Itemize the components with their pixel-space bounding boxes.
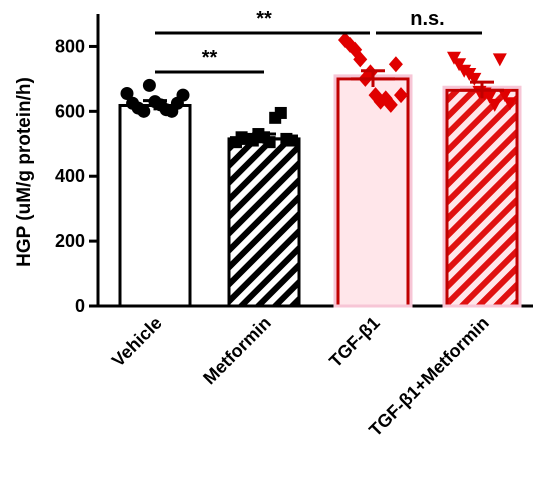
data-point [137, 104, 151, 118]
data-point [394, 87, 408, 104]
significance-label: n.s. [410, 8, 444, 30]
data-point [120, 86, 134, 100]
category-label: TGF-β1+Metformin [365, 313, 493, 441]
data-point [286, 134, 298, 147]
data-point [176, 88, 190, 102]
y-tick-label: 200 [55, 231, 85, 251]
y-tick-label: 800 [55, 36, 85, 56]
bar-1 [227, 137, 301, 308]
data-point [497, 89, 512, 103]
data-point [492, 53, 507, 67]
y-tick-label: 600 [55, 101, 85, 121]
category-label: TGF-β1 [325, 313, 384, 372]
data-point [246, 134, 259, 147]
data-point [353, 51, 368, 68]
y-tick-label: 400 [55, 166, 85, 186]
significance-label: ** [202, 47, 218, 69]
y-tick-label: 0 [75, 296, 85, 316]
bar-2 [336, 77, 410, 308]
data-point [383, 96, 398, 113]
data-point [388, 56, 403, 73]
data-point [503, 97, 517, 111]
data-point [482, 90, 497, 104]
category-label: Metformin [199, 313, 275, 389]
data-point [487, 98, 502, 112]
bar-0 [118, 103, 192, 308]
data-point [142, 78, 156, 92]
significance-label: ** [256, 8, 272, 30]
category-label: Vehicle [108, 313, 166, 371]
data-point [274, 106, 287, 119]
y-axis-label: HGP (uM/g protein/h) [14, 77, 35, 267]
bar-3 [445, 88, 519, 308]
data-point [467, 72, 482, 86]
